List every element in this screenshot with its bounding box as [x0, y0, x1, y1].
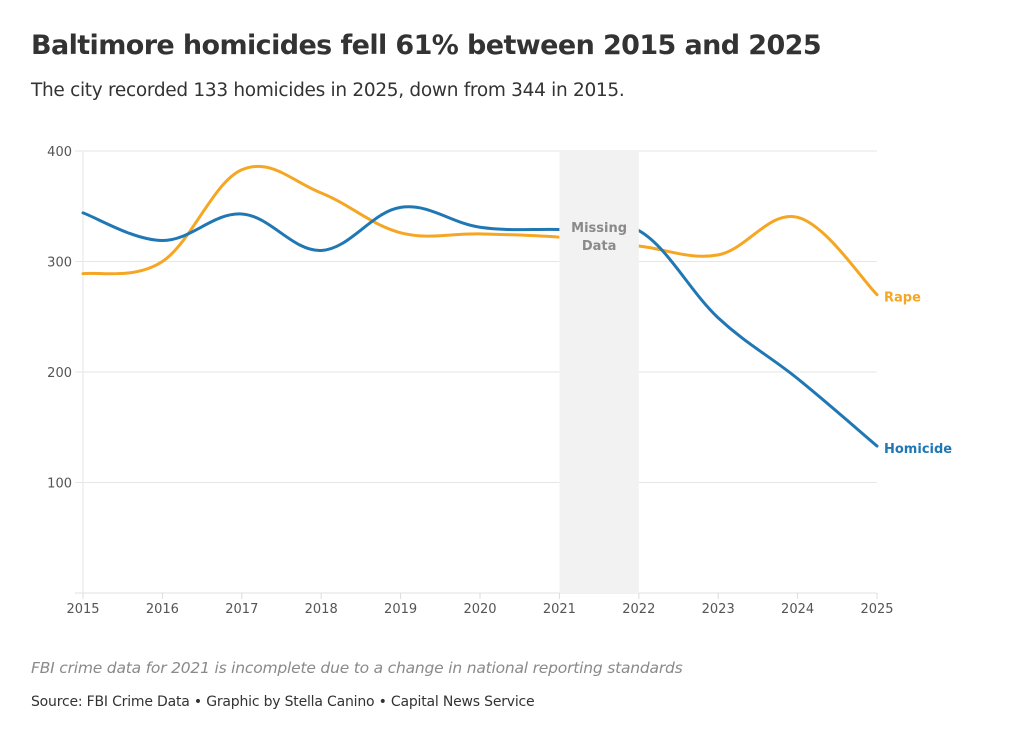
x-tick-label: 2017: [225, 602, 258, 617]
x-tick-label: 2019: [384, 602, 417, 617]
x-tick-label: 2022: [622, 602, 655, 617]
series-line-rape: [81, 164, 879, 297]
x-tick-label: 2015: [66, 602, 99, 617]
y-tick-label: 200: [47, 366, 72, 381]
x-tick-label: 2024: [781, 602, 814, 617]
chart-subtitle: The city recorded 133 homicides in 2025,…: [31, 80, 625, 101]
missing-data-label: Missing: [571, 221, 627, 236]
series-lines: [81, 164, 879, 448]
y-tick-label: 300: [47, 256, 72, 271]
series-line-homicide: [81, 205, 879, 448]
x-tick-label: 2021: [543, 602, 576, 617]
x-tick-label: 2020: [463, 602, 496, 617]
series-labels: Rape Homicide: [884, 291, 952, 457]
footnote: FBI crime data for 2021 is incomplete du…: [31, 659, 683, 677]
series-label-rape: Rape: [884, 291, 921, 306]
x-tick-label: 2018: [305, 602, 338, 617]
x-tick-label: 2025: [860, 602, 893, 617]
missing-data-band: [559, 151, 639, 593]
gridlines: [75, 150, 877, 598]
x-tick-label: 2023: [702, 602, 735, 617]
y-tick-label: 400: [47, 145, 72, 160]
source-credit: Source: FBI Crime Data • Graphic by Stel…: [31, 694, 535, 710]
y-tick-label: 100: [47, 477, 72, 492]
chart-title: Baltimore homicides fell 61% between 201…: [31, 30, 822, 61]
axes: 100 200 300 400 2015 2016 2017 2018 2019 2020 2021…: [47, 145, 893, 617]
series-label-homicide: Homicide: [884, 442, 952, 457]
x-tick-label: 2016: [146, 602, 179, 617]
missing-data-overlay: Missing Data: [559, 151, 639, 593]
missing-data-label: Data: [582, 239, 617, 254]
